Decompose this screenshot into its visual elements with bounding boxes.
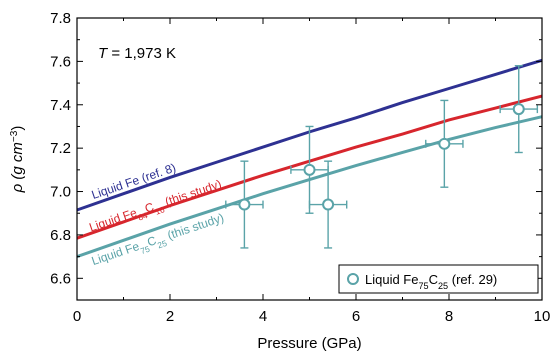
series-label-2-part: Liquid Fe — [87, 205, 139, 234]
legend-label-part: Liquid Fe — [365, 272, 418, 287]
legend-label-part: 25 — [438, 281, 448, 291]
temperature-annotation: T = 1,973 K — [98, 45, 176, 62]
data-point-group — [225, 160, 264, 249]
y-tick-label: 7.8 — [50, 10, 71, 27]
y-tick-label: 6.6 — [50, 270, 71, 287]
data-point-group — [308, 160, 348, 249]
data-point — [438, 137, 451, 150]
x-tick-label: 4 — [259, 308, 267, 325]
series-label-3-part: 75 — [139, 244, 151, 257]
series-label-2-part: (this study) — [160, 177, 223, 210]
legend-label: Liquid Fe75C25 (ref. 29) — [365, 272, 497, 291]
x-tick-label: 10 — [534, 308, 551, 325]
legend-label-part: (ref. 29) — [448, 272, 497, 287]
axes: 0 2 4 6 8 10 6.6 6.8 7.0 7.2 7.4 7.6 7.8 — [50, 10, 550, 325]
y-tick-label: 7.0 — [50, 184, 71, 201]
data-point — [303, 163, 316, 176]
data-point-group — [499, 65, 539, 154]
series-label-3-part: 25 — [156, 238, 168, 251]
y-tick-label: 7.2 — [50, 140, 71, 157]
x-tick-label: 2 — [166, 308, 174, 325]
y-tick-label: 6.8 — [50, 227, 71, 244]
legend-label-part: 75 — [418, 281, 428, 291]
data-point — [322, 198, 335, 211]
data-point-group — [290, 125, 329, 214]
series-label-2-part: 16 — [154, 204, 166, 217]
x-axis-title: Pressure (GPa) — [257, 335, 361, 352]
legend-marker — [347, 273, 359, 285]
data-point — [238, 198, 251, 211]
y-tick-label: 7.4 — [50, 97, 71, 114]
y-axis-title-sup: −3 — [9, 130, 20, 142]
y-axis-title: ρ (g cm−3) — [9, 126, 27, 194]
plot-area: Liquid Fe (ref. 8)Liquid Fe84C16 (this s… — [76, 58, 543, 268]
temperature-symbol: T — [98, 45, 109, 62]
temperature-value: = 1,973 K — [107, 45, 176, 62]
legend-label-part: C — [429, 272, 438, 287]
legend: Liquid Fe75C25 (ref. 29) — [338, 264, 539, 294]
x-tick-label: 6 — [352, 308, 360, 325]
legend-box — [338, 264, 539, 294]
series-label-2-part: 84 — [137, 210, 149, 223]
y-axis-title-close: ) — [9, 126, 26, 131]
y-tick-label: 7.6 — [50, 53, 71, 70]
data-point-group — [425, 99, 464, 188]
data-point — [512, 103, 525, 116]
x-tick-label: 8 — [445, 308, 453, 325]
y-axis-title-main: ρ (g cm — [9, 142, 26, 193]
x-tick-label: 0 — [73, 308, 81, 325]
